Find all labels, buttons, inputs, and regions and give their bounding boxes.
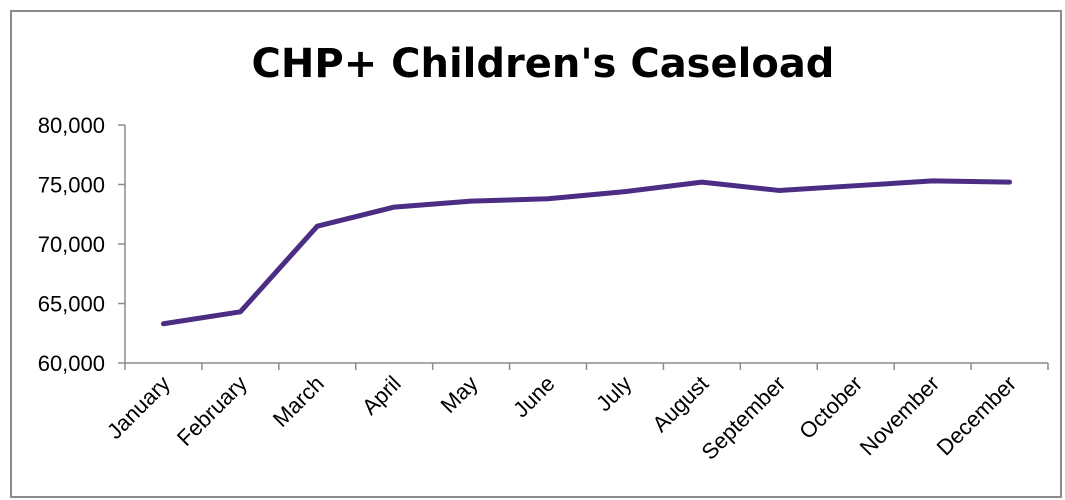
x-tick-label: June bbox=[508, 371, 559, 422]
y-tick-label: 65,000 bbox=[38, 292, 105, 317]
x-tick-label: July bbox=[591, 371, 636, 416]
x-tick-label: August bbox=[647, 371, 713, 437]
x-tick-label: December bbox=[932, 371, 1021, 460]
x-tick-label: January bbox=[102, 371, 175, 444]
x-tick-label: May bbox=[436, 371, 483, 418]
chart-frame bbox=[10, 10, 1062, 498]
y-tick-label: 80,000 bbox=[38, 113, 105, 138]
y-tick-label: 75,000 bbox=[38, 173, 105, 198]
x-tick-label: November bbox=[855, 371, 944, 460]
x-tick-label: March bbox=[268, 371, 329, 432]
chart-title: CHP+ Children's Caseload bbox=[252, 41, 835, 87]
y-axis: 60,000 65,000 70,000 75,000 80,000 bbox=[38, 113, 126, 376]
x-tick-label: September bbox=[697, 371, 791, 465]
x-tick-label: April bbox=[357, 371, 406, 420]
y-tick-label: 60,000 bbox=[38, 351, 105, 376]
series-line bbox=[160, 178, 1013, 327]
x-tick-label: October bbox=[794, 371, 867, 444]
x-tick-label: February bbox=[172, 371, 252, 451]
series-group bbox=[160, 178, 1013, 327]
y-tick-label: 70,000 bbox=[38, 232, 105, 257]
